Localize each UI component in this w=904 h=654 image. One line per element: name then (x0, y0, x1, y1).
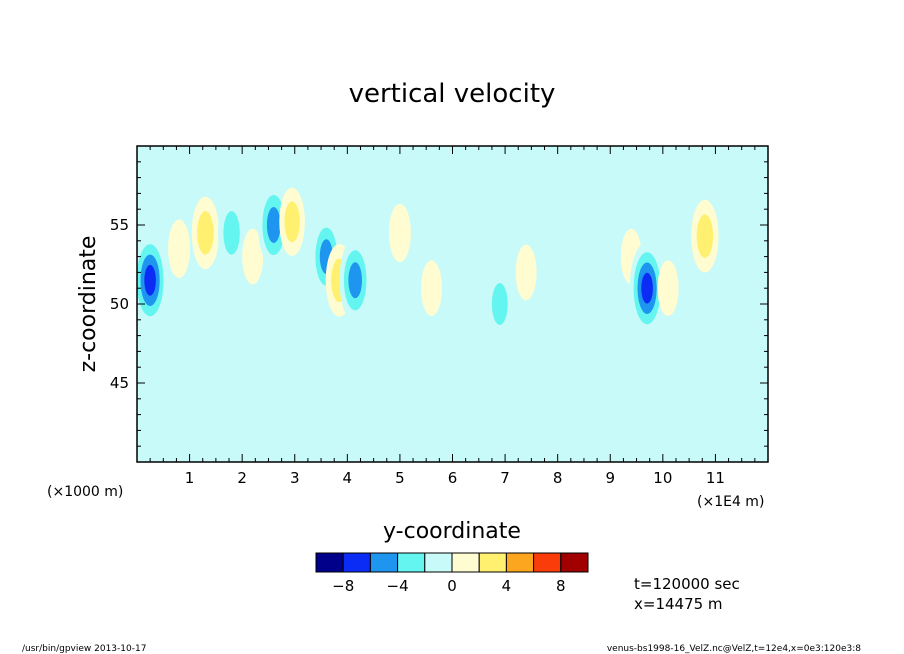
contour-feature (515, 244, 537, 301)
colorbar-tick-label: 4 (502, 577, 512, 595)
contour-band (740, 265, 764, 327)
contour-band (388, 203, 411, 263)
x-tick-label: 4 (343, 469, 353, 487)
time-info: t=120000 sec (634, 575, 740, 593)
contour-field (137, 183, 764, 342)
contour-band (242, 228, 264, 285)
contour-band (168, 219, 191, 278)
contour-band (284, 201, 300, 243)
x-tick-label: 8 (553, 469, 563, 487)
contour-feature (217, 196, 246, 270)
contour-band (657, 260, 679, 317)
contour-band (696, 214, 714, 258)
x-tick-label: 3 (290, 469, 300, 487)
contour-feature (740, 265, 764, 327)
colorbar-cell (478, 552, 507, 573)
colorbar-tick-label: 8 (556, 577, 566, 595)
y-tick-label: 45 (110, 374, 129, 392)
colorbar-cell (533, 552, 562, 573)
contour-band (530, 282, 553, 342)
y-axis-scale-label: (×1000 m) (47, 484, 123, 500)
y-axis-label: z-coordinate (76, 236, 101, 373)
contour-feature (486, 269, 513, 339)
contour-feature (168, 219, 191, 278)
contour-band (515, 244, 537, 301)
contour-band (266, 207, 281, 243)
footer-left: /usr/bin/gpview 2013-10-17 (22, 644, 146, 654)
contour-feature (279, 187, 305, 256)
y-tick-label: 50 (110, 295, 129, 313)
y-axis-ticks: 45 50 55 (110, 145, 768, 463)
x-tick-label: 7 (500, 469, 510, 487)
colorbar-cell (397, 552, 426, 573)
contour-feature (339, 238, 372, 323)
x-tick-label: 5 (395, 469, 405, 487)
contour-feature (657, 260, 679, 317)
contour-feature (691, 199, 719, 273)
colorbar-cell (451, 552, 480, 573)
colorbar-cell (342, 552, 371, 573)
x-tick-label: 1 (185, 469, 195, 487)
x-tick-label: 2 (237, 469, 247, 487)
contour-feature (421, 260, 442, 317)
contour-feature (388, 203, 411, 263)
colorbar-tick-label: −8 (332, 577, 354, 595)
contour-feature (530, 282, 553, 342)
colorbar-cell (424, 552, 453, 573)
x-tick-label: 10 (653, 469, 672, 487)
x-axis-label: y-coordinate (383, 519, 521, 544)
position-info: x=14475 m (634, 595, 723, 613)
contour-band (283, 257, 307, 319)
contour-band (491, 283, 508, 325)
colorbar-cell (560, 552, 589, 573)
contour-band (197, 211, 214, 255)
contour-feature (137, 234, 168, 327)
footer-right: venus-bs1998-16_VelZ.nc@VelZ,t=12e4,x=0e… (607, 644, 861, 654)
colorbar-tick-label: −4 (387, 577, 409, 595)
contour-band (641, 272, 653, 304)
colorbar: −8 −4 0 4 8 (315, 552, 589, 595)
contour-feature (283, 257, 307, 319)
contour-band (223, 211, 240, 255)
contour-feature (629, 241, 665, 335)
x-axis-scale-label: (×1E4 m) (697, 494, 764, 510)
colorbar-cell (315, 552, 344, 573)
colorbar-cell (505, 552, 535, 573)
contour-feature (191, 196, 220, 270)
contour-feature (242, 228, 264, 285)
colorbar-tick-label: 0 (447, 577, 457, 595)
x-axis-ticks: 1 2 3 4 5 6 7 8 9 10 11 (136, 146, 769, 487)
contour-band (348, 262, 363, 299)
chart-title: vertical velocity (349, 79, 556, 109)
x-tick-label: 6 (448, 469, 458, 487)
y-tick-label: 55 (110, 216, 129, 234)
x-tick-label: 9 (605, 469, 615, 487)
contour-band (144, 264, 156, 296)
x-tick-label: 11 (706, 469, 725, 487)
colorbar-cell (369, 552, 399, 573)
contour-band (421, 260, 442, 317)
